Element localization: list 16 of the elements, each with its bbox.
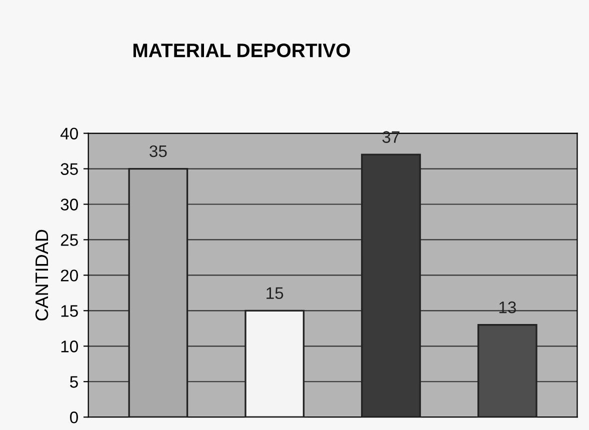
y-tick-label: 20 — [60, 270, 78, 282]
data-label: 15 — [266, 287, 284, 300]
data-label: 37 — [382, 131, 400, 143]
y-tick-label: 35 — [60, 163, 78, 175]
chart-title: MATERIAL DEPORTIVO — [133, 44, 350, 58]
data-label: 35 — [150, 145, 167, 158]
y-tick-label: 40 — [60, 128, 78, 140]
y-tick-label: 15 — [61, 305, 78, 317]
y-tick-label: 30 — [60, 198, 78, 210]
y-axis-title: CANTIDAD — [35, 230, 48, 320]
y-tick-label: 0 — [70, 412, 78, 424]
bar — [244, 310, 305, 418]
y-tick-label: 10 — [61, 340, 78, 352]
y-tick-label: 25 — [60, 234, 78, 246]
bar — [477, 324, 538, 418]
y-tick-label: 5 — [70, 376, 78, 388]
